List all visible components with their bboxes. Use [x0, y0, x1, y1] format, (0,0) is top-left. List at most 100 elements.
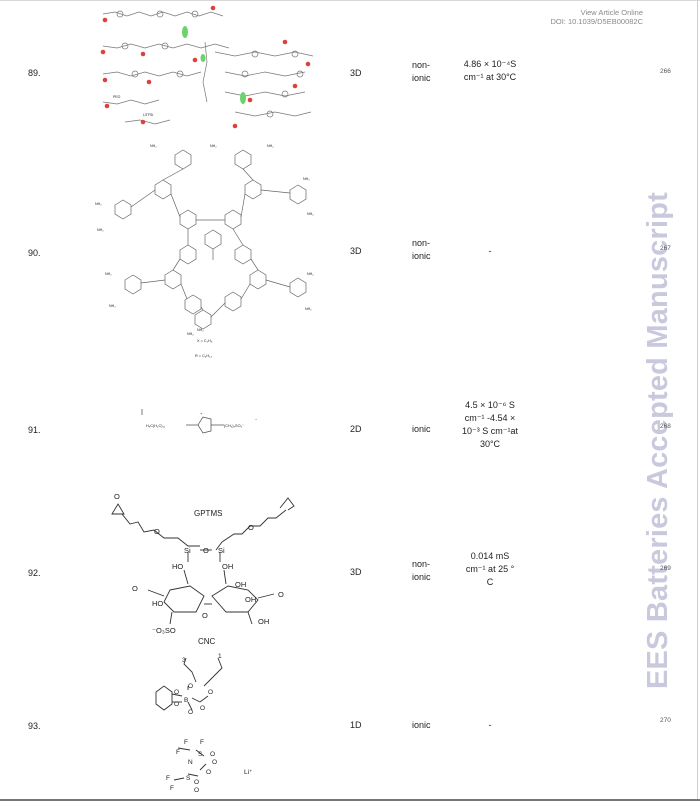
conductivity-line: 10⁻³ S cm⁻¹at [461, 426, 518, 436]
svg-text:HO: HO [152, 599, 163, 608]
svg-text:NH₂: NH₂ [307, 272, 314, 276]
svg-text:NH₂: NH₂ [97, 228, 104, 232]
svg-text:OH: OH [245, 595, 256, 604]
alkyl-chain-label: H₃C(H₂C)₁₁ [146, 424, 166, 428]
fluorine-label: F [170, 785, 174, 792]
svg-text:O: O [206, 769, 211, 776]
svg-text:1: 1 [218, 653, 222, 660]
row-number: 93. [28, 721, 41, 731]
fluorine-label: F [176, 749, 180, 756]
lithium-label: Li⁺ [244, 769, 253, 776]
conductivity-line: C [486, 577, 494, 587]
fluorine-label: F [184, 739, 188, 746]
svg-text:O: O [202, 611, 208, 620]
svg-text:O: O [203, 546, 209, 555]
svg-text:O: O [188, 709, 193, 716]
conductivity-cell: 4.86 × 10⁻⁴S cm⁻¹ at 30°C [440, 58, 540, 84]
fluorine-label: F [200, 739, 204, 746]
row-number: 92. [28, 568, 41, 578]
doi-text[interactable]: DOI: 10.1039/D5EB00082C [550, 17, 643, 26]
structure-91-image: + − H₃C(H₂C)₁₁ (CH₂)₃SO₃⁻ [141, 409, 258, 434]
svg-text:O: O [188, 683, 193, 690]
type-line: ionic [412, 720, 431, 730]
svg-text:NH₂: NH₂ [305, 307, 312, 311]
reference-cell: 270 [660, 717, 671, 724]
svg-text:O: O [210, 751, 215, 758]
peo-label: PEO [113, 95, 121, 99]
dimension-cell: 1D [350, 720, 362, 730]
conductivity-line: - [488, 246, 492, 256]
structure-label-x: X = C₂H₅ [197, 339, 213, 343]
conductivity-line: cm⁻¹ at 30°C [463, 72, 517, 82]
svg-text:O: O [174, 689, 179, 696]
hydroxyl-label: HO [172, 562, 183, 571]
svg-text:NH₂: NH₂ [303, 177, 310, 181]
dimension-cell: 2D [350, 424, 362, 434]
oxygen-label: O [212, 759, 217, 766]
hydroxyl-label: OH [222, 562, 233, 571]
svg-text:NH₂: NH₂ [95, 202, 102, 206]
row-number: 91. [28, 425, 41, 435]
svg-text:NH₂: NH₂ [307, 212, 314, 216]
type-cell: non- ionic [412, 59, 431, 85]
view-article-online-link[interactable]: View Article Online [580, 8, 643, 17]
amine-label: NH₂ [197, 328, 204, 332]
nitrogen-label: N [188, 759, 193, 766]
sulfate-label: ⁻O₃SO [152, 626, 176, 635]
structure-label-r: R = C₆H₁₃ [195, 354, 212, 358]
type-line: ionic [412, 251, 431, 261]
dimension-cell: 3D [350, 246, 362, 256]
silicon-label: Si [184, 546, 191, 555]
watermark-text: EES Batteries Accepted Manuscript [642, 191, 675, 689]
reference-cell: 268 [660, 423, 671, 430]
svg-text:O: O [154, 527, 160, 536]
svg-text:NH₂: NH₂ [267, 144, 274, 148]
svg-text:NH₂: NH₂ [105, 272, 112, 276]
svg-text:NH₂: NH₂ [150, 144, 157, 148]
reference-cell: 267 [660, 245, 671, 252]
svg-text:O: O [194, 779, 199, 786]
structure-92-image: O O O O O O O OH HO OH OH GPTMS CNC Si S… [111, 494, 295, 646]
type-line: non- [412, 60, 431, 70]
svg-text:O: O [200, 705, 205, 712]
fluorine-label: F [166, 775, 170, 782]
article-header[interactable]: View Article Online DOI: 10.1039/D5EB000… [550, 8, 643, 26]
page-right-border [697, 0, 698, 801]
sulfur-label: S [186, 775, 191, 782]
svg-text:NH₂: NH₂ [187, 332, 194, 336]
type-cell: ionic [412, 423, 431, 436]
type-line: non- [412, 559, 431, 569]
svg-text:NH₂: NH₂ [210, 144, 217, 148]
silicon-label: Si [218, 546, 225, 555]
watermark: EES Batteries Accepted Manuscript [624, 160, 694, 720]
conductivity-cell: - [440, 245, 540, 258]
svg-text:OH: OH [235, 580, 246, 589]
svg-text:NH₂: NH₂ [109, 304, 116, 308]
type-line: ionic [412, 73, 431, 83]
structure-89-image: PEO LiTFSI [100, 5, 314, 129]
structure-93-image: 3 1 O O O O O O O O O O B Li⁺ N F F F F … [155, 653, 253, 794]
svg-text:3: 3 [182, 657, 186, 664]
conductivity-line: 0.014 mS [470, 551, 510, 561]
conductivity-line: 4.86 × 10⁻⁴S [463, 59, 517, 69]
page-bottom-border [0, 799, 700, 801]
svg-text:OH: OH [258, 617, 269, 626]
svg-text:O: O [208, 689, 213, 696]
reference-cell: 266 [660, 68, 671, 75]
svg-text:+: + [200, 412, 203, 416]
row-number: 90. [28, 248, 41, 258]
conductivity-line: - [488, 720, 492, 730]
type-line: ionic [412, 572, 431, 582]
gptms-label: GPTMS [194, 509, 222, 518]
conductivity-cell: 4.5 × 10⁻⁶ S cm⁻¹ -4.54 × 10⁻³ S cm⁻¹at … [440, 399, 540, 451]
sulfur-label: S [198, 751, 203, 758]
conductivity-line: 4.5 × 10⁻⁶ S [465, 400, 515, 410]
conductivity-line: cm⁻¹ -4.54 × [464, 413, 516, 423]
conductivity-line: 30°C [479, 439, 501, 449]
conductivity-cell: - [440, 719, 540, 732]
svg-text:−: − [255, 418, 258, 422]
cnc-label: CNC [198, 637, 216, 646]
reference-cell: 269 [660, 565, 671, 572]
row-number: 89. [28, 68, 41, 78]
